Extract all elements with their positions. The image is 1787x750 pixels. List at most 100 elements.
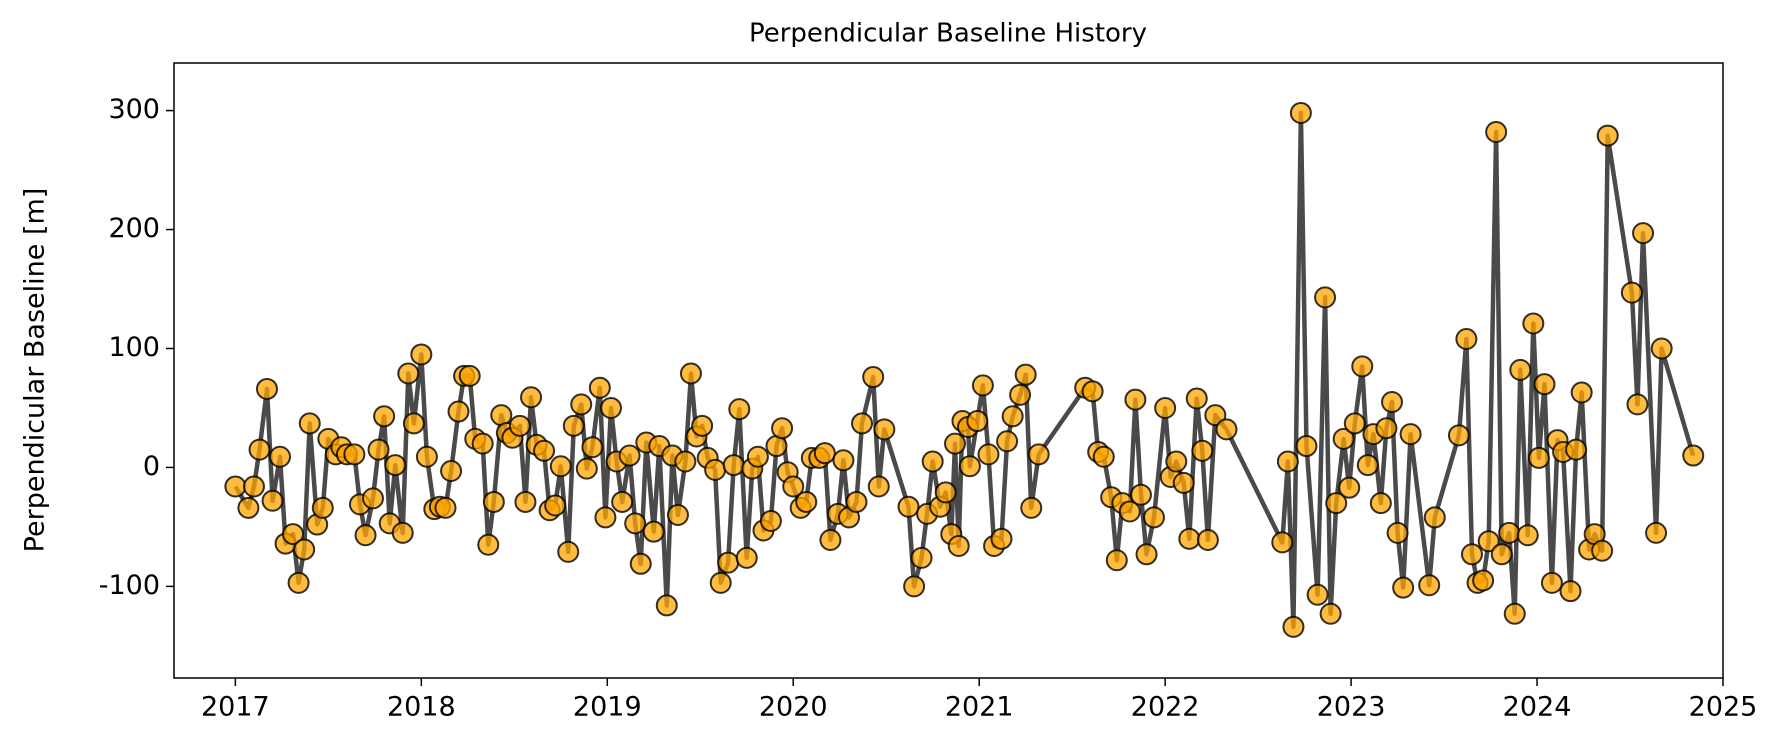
x-tick-label: 2024 xyxy=(1503,692,1572,723)
data-point xyxy=(415,445,438,468)
data-point xyxy=(1172,471,1195,494)
data-point xyxy=(1392,576,1415,599)
data-point xyxy=(722,454,745,477)
data-point xyxy=(242,475,265,498)
data-point xyxy=(575,457,598,480)
data-point xyxy=(1632,222,1655,245)
data-point xyxy=(237,496,260,519)
data-point xyxy=(255,377,278,400)
data-point xyxy=(248,438,271,461)
data-point xyxy=(293,538,316,561)
data-point xyxy=(397,362,420,385)
x-tick-label: 2021 xyxy=(945,692,1014,723)
data-point xyxy=(1105,549,1128,572)
data-point xyxy=(1620,281,1643,304)
data-point xyxy=(1020,496,1043,519)
data-point xyxy=(709,571,732,594)
data-point xyxy=(514,490,537,513)
data-point xyxy=(1185,387,1208,410)
data-point xyxy=(354,524,377,547)
data-point xyxy=(458,364,481,387)
data-point xyxy=(1142,506,1165,529)
data-point xyxy=(642,520,665,543)
data-point xyxy=(1591,539,1614,562)
data-point xyxy=(1204,404,1227,427)
data-point xyxy=(666,504,689,527)
data-point xyxy=(819,529,842,552)
data-point xyxy=(1092,445,1115,468)
data-point xyxy=(384,454,407,477)
data-point xyxy=(1381,391,1404,414)
data-point xyxy=(1154,396,1177,419)
y-axis-label: Perpendicular Baseline [m] xyxy=(20,188,51,553)
data-point xyxy=(1014,363,1037,386)
data-point xyxy=(1338,476,1361,499)
x-tick-label: 2023 xyxy=(1317,692,1386,723)
x-tick-label: 2018 xyxy=(387,692,456,723)
y-tick-label: 200 xyxy=(108,213,160,244)
data-point xyxy=(1527,446,1550,469)
data-point xyxy=(311,496,334,519)
data-point xyxy=(629,552,652,575)
data-point xyxy=(268,445,291,468)
data-point xyxy=(1196,529,1219,552)
data-point xyxy=(1650,337,1673,360)
data-point xyxy=(851,412,874,435)
chart-title: Perpendicular Baseline History xyxy=(749,19,1147,49)
data-point xyxy=(1375,417,1398,440)
data-point xyxy=(1477,530,1500,553)
data-point xyxy=(1343,412,1366,435)
y-tick-label: 100 xyxy=(108,332,160,363)
data-point xyxy=(903,575,926,598)
data-point xyxy=(1129,483,1152,506)
data-point xyxy=(679,362,702,385)
data-point xyxy=(1351,355,1374,378)
data-point xyxy=(1472,569,1495,592)
data-point xyxy=(298,412,321,435)
data-point xyxy=(624,512,647,535)
data-point xyxy=(1276,450,1299,473)
data-point xyxy=(1533,373,1556,396)
data-point xyxy=(1009,383,1032,406)
data-point xyxy=(832,449,855,472)
data-point xyxy=(1369,492,1392,515)
data-point xyxy=(845,490,868,513)
data-point xyxy=(544,494,567,517)
data-point xyxy=(1596,124,1619,147)
data-point xyxy=(1503,602,1526,625)
data-point xyxy=(1682,444,1705,467)
data-point xyxy=(910,546,933,569)
data-point xyxy=(261,489,284,512)
data-point xyxy=(1626,393,1649,416)
data-point xyxy=(934,481,957,504)
data-point xyxy=(674,450,697,473)
data-point xyxy=(1319,602,1342,625)
data-point xyxy=(1540,571,1563,594)
data-point xyxy=(944,432,967,455)
x-tick-label: 2022 xyxy=(1131,692,1200,723)
data-point xyxy=(1135,543,1158,566)
data-point xyxy=(1522,312,1545,335)
data-point xyxy=(867,475,890,498)
y-tick-label: 300 xyxy=(108,94,160,125)
plot-frame xyxy=(173,62,1724,679)
data-point xyxy=(1332,427,1355,450)
data-point xyxy=(471,432,494,455)
data-point xyxy=(1325,492,1348,515)
y-tick-label: 0 xyxy=(143,451,160,482)
data-point xyxy=(1356,454,1379,477)
data-point xyxy=(434,496,457,519)
x-tick-label: 2020 xyxy=(759,692,828,723)
data-point xyxy=(996,430,1019,453)
data-point xyxy=(897,495,920,518)
data-point xyxy=(990,527,1013,550)
data-point xyxy=(1306,583,1329,606)
data-point xyxy=(391,521,414,544)
data-point xyxy=(447,400,470,423)
data-point xyxy=(1509,358,1532,381)
data-point xyxy=(1295,435,1318,458)
data-point xyxy=(594,506,617,529)
data-point xyxy=(1191,439,1214,462)
data-point xyxy=(581,436,604,459)
